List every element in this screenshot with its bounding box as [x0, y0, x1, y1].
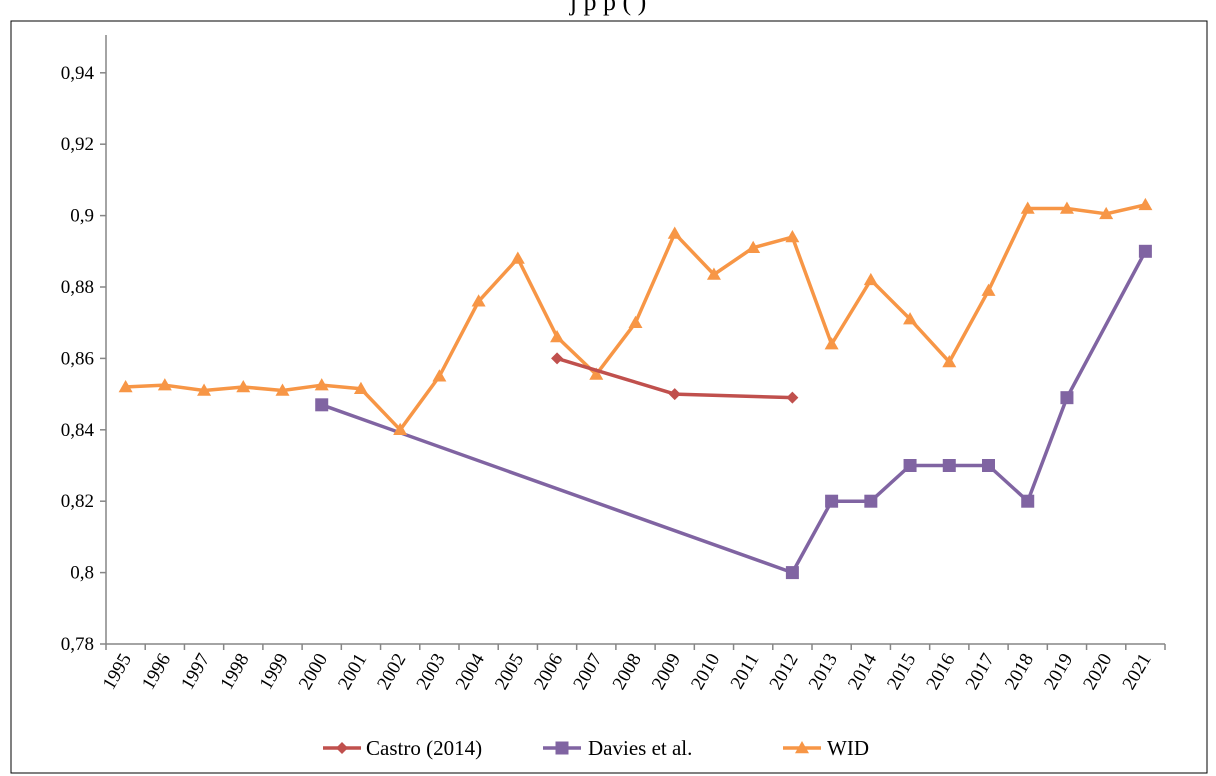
x-tick-label: 2005	[491, 650, 528, 693]
legend-marker-castro-2014	[336, 742, 348, 754]
legend-item-wid: WID	[783, 736, 869, 760]
data-point-wid	[628, 315, 643, 328]
data-point-wid	[118, 379, 133, 393]
data-point-wid	[432, 369, 447, 382]
data-point-wid	[314, 378, 329, 391]
x-tick-label: 2007	[569, 650, 606, 693]
x-tick-label: 2009	[648, 650, 685, 693]
data-point-wid	[471, 294, 486, 307]
x-tick-label: 2015	[883, 650, 920, 693]
y-tick-label: 0,88	[61, 277, 94, 298]
y-tick-label: 0,94	[61, 63, 95, 84]
x-tick-label: 2011	[727, 650, 764, 693]
data-point-wid	[981, 283, 996, 296]
data-point-wid	[353, 381, 368, 394]
x-tick-label: 2014	[844, 650, 881, 694]
data-point-davies-et-al	[864, 494, 878, 508]
series-line-davies-et-al	[321, 250, 1147, 575]
legend: Castro (2014) Davies et al. WID	[323, 736, 869, 760]
x-tick-label: 2001	[334, 650, 371, 693]
x-tick-label: 2020	[1079, 650, 1116, 693]
chart-frame	[10, 20, 1208, 774]
chart-title-partial: j p p ( )	[569, 0, 647, 16]
x-tick-label: 1997	[177, 650, 214, 693]
data-point-castro-2014	[786, 391, 799, 404]
x-tick-label: 2008	[609, 650, 646, 693]
data-point-wid	[197, 383, 212, 396]
x-tick-label: 2012	[766, 650, 803, 693]
x-tick-label: 1996	[138, 650, 175, 693]
x-tick-label: 2003	[413, 650, 450, 693]
data-point-wid	[510, 251, 525, 264]
data-point-davies-et-al	[982, 459, 995, 472]
series-castro-2014	[551, 352, 799, 404]
data-point-wid	[903, 312, 918, 325]
data-point-wid	[157, 378, 172, 391]
data-point-wid	[1020, 201, 1035, 214]
data-point-castro-2014	[551, 352, 564, 365]
y-tick-label: 0,78	[61, 634, 94, 655]
data-point-wid	[667, 226, 682, 239]
legend-marker-wid	[795, 741, 809, 754]
data-point-davies-et-al	[1138, 244, 1152, 258]
x-tick-label: 2019	[1040, 650, 1077, 693]
data-point-wid	[393, 422, 408, 436]
data-point-wid	[942, 354, 957, 368]
data-point-wid	[550, 329, 565, 343]
data-point-wid	[1059, 201, 1074, 214]
x-tick-label: 1999	[256, 650, 293, 693]
data-point-wid	[785, 230, 800, 243]
data-point-wid	[275, 383, 290, 396]
x-tick-label: 1995	[99, 650, 136, 693]
x-tick-label: 1998	[216, 650, 253, 693]
data-point-wid	[1099, 206, 1114, 220]
legend-item-castro-2014: Castro (2014)	[323, 736, 482, 760]
x-tick-label: 2000	[295, 650, 332, 693]
x-tick-label: 2013	[805, 650, 842, 693]
data-point-davies-et-al	[825, 494, 839, 508]
data-point-wid	[1138, 197, 1153, 211]
data-point-wid	[706, 267, 721, 280]
y-tick-label: 0,86	[61, 348, 94, 369]
series-wid	[118, 197, 1153, 436]
legend-marker-davies-et-al	[555, 741, 569, 755]
data-point-davies-et-al	[785, 566, 799, 580]
x-tick-label: 2004	[452, 650, 489, 694]
data-point-davies-et-al	[315, 398, 329, 412]
x-tick-label: 2016	[922, 650, 959, 693]
y-tick-label: 0,8	[70, 563, 94, 584]
y-tick-label: 0,9	[70, 206, 94, 227]
legend-label-davies-et-al: Davies et al.	[588, 736, 692, 760]
legend-label-castro-2014: Castro (2014)	[366, 736, 482, 760]
data-point-wid	[236, 379, 251, 393]
data-point-davies-et-al	[1060, 391, 1074, 405]
series-layer	[118, 197, 1153, 580]
legend-label-wid: WID	[827, 736, 869, 760]
x-tick-label: 2006	[530, 650, 567, 693]
x-tick-label: 2018	[1001, 650, 1038, 693]
legend-item-davies-et-al: Davies et al.	[543, 736, 692, 760]
data-point-davies-et-al	[1021, 494, 1035, 508]
data-point-wid	[746, 240, 761, 253]
data-point-davies-et-al	[903, 459, 917, 472]
data-point-wid	[824, 337, 839, 350]
series-davies-et-al	[315, 244, 1152, 580]
x-tick-label: 2021	[1119, 650, 1156, 693]
x-tick-label: 2010	[687, 650, 724, 693]
data-point-wid	[589, 367, 604, 380]
data-point-davies-et-al	[942, 459, 956, 472]
y-tick-label: 0,84	[61, 420, 95, 441]
y-tick-label: 0,92	[61, 134, 94, 155]
y-tick-label: 0,82	[61, 491, 94, 512]
x-tick-label: 2017	[962, 650, 999, 693]
x-tick-label: 2002	[373, 650, 410, 693]
data-point-castro-2014	[668, 388, 681, 401]
data-point-wid	[863, 272, 878, 286]
